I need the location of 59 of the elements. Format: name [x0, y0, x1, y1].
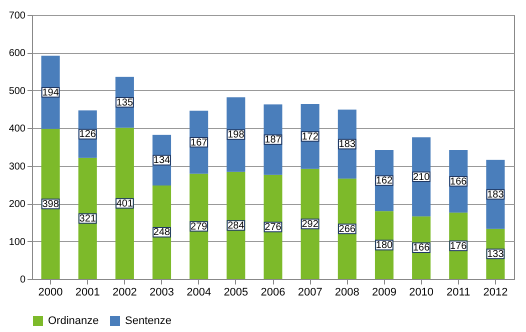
data-label: 248 — [153, 227, 171, 238]
y-tick-label: 400 — [8, 124, 26, 135]
y-tick-label: 500 — [8, 86, 26, 97]
bar — [264, 174, 282, 279]
data-label: 183 — [338, 139, 356, 150]
data-label: 176 — [450, 240, 468, 252]
x-tick-label: 2000 — [38, 286, 63, 298]
data-label: 279 — [190, 221, 208, 232]
data-label: 401 — [116, 198, 134, 210]
data-label: 126 — [79, 129, 96, 140]
data-label: 398 — [42, 198, 60, 210]
data-label: 210 — [412, 172, 430, 183]
bar — [338, 178, 356, 279]
x-tick-label: 2005 — [224, 286, 248, 298]
y-tick-label: 700 — [8, 10, 26, 22]
bar — [41, 128, 60, 279]
legend-label: Sentenze — [125, 315, 172, 327]
bar — [226, 172, 246, 279]
data-label: 266 — [338, 224, 356, 235]
bar — [226, 97, 246, 172]
y-tick-label: 600 — [8, 48, 26, 60]
data-label: 135 — [116, 97, 134, 108]
x-tick-label: 2008 — [334, 286, 360, 298]
data-label: 133 — [487, 248, 504, 260]
data-label: 276 — [264, 222, 282, 233]
data-label: 194 — [42, 87, 60, 98]
x-tick-label: 2011 — [446, 286, 470, 298]
bar — [300, 168, 320, 279]
data-label: 162 — [376, 176, 394, 187]
data-label: 180 — [376, 240, 394, 252]
data-label: 198 — [228, 130, 245, 141]
data-label: 166 — [412, 242, 430, 254]
x-tick-label: 2007 — [298, 286, 322, 298]
x-tick-label: 2003 — [150, 286, 174, 298]
bar — [78, 158, 97, 279]
bar — [190, 174, 208, 279]
data-label: 292 — [302, 218, 319, 230]
y-tick-label: 0 — [20, 274, 26, 286]
x-tick-label: 2012 — [483, 286, 508, 298]
data-label: 172 — [302, 131, 319, 142]
x-tick-label: 2004 — [186, 286, 212, 298]
y-tick-label: 100 — [8, 236, 26, 248]
x-tick-label: 2001 — [75, 286, 100, 298]
legend-label: Ordinanze — [48, 315, 99, 327]
bar — [115, 128, 134, 279]
x-tick-label: 2009 — [372, 286, 396, 298]
data-label: 134 — [153, 155, 171, 166]
data-label: 183 — [487, 189, 504, 200]
bar — [152, 185, 172, 279]
y-tick-label: 300 — [8, 161, 26, 172]
data-label: 167 — [190, 137, 208, 148]
data-label: 187 — [264, 134, 282, 146]
y-tick-label: 200 — [8, 199, 26, 210]
data-label: 284 — [228, 220, 245, 232]
x-tick-label: 2010 — [409, 286, 434, 298]
data-label: 166 — [450, 176, 468, 188]
data-label: 321 — [79, 213, 96, 224]
x-tick-label: 2006 — [260, 286, 286, 298]
x-tick-label: 2002 — [112, 286, 137, 298]
